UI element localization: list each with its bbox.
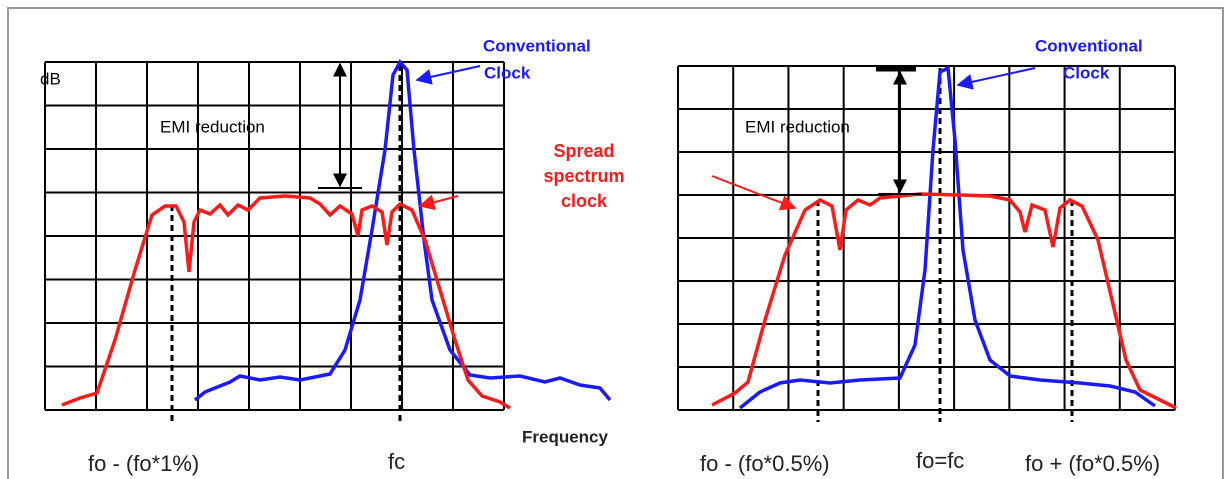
spread-label: spectrum — [543, 166, 624, 186]
frame — [7, 7, 1224, 479]
conventional-label: Conventional — [483, 36, 591, 55]
x-axis-label: Frequency — [522, 427, 609, 446]
callout-arrows — [415, 65, 1036, 211]
conventional-label: Clock — [1063, 63, 1110, 82]
spread-label: Spread — [553, 141, 614, 161]
marker-lines — [170, 65, 1074, 422]
conventional-curve — [738, 65, 1157, 410]
spread-label: clock — [561, 191, 608, 211]
conventional-label: Clock — [484, 63, 531, 82]
spread-curve — [61, 194, 511, 410]
freq-label: fo - (fo*1%) — [88, 451, 199, 476]
spread-curve — [711, 192, 1177, 410]
freq-label: fc — [388, 449, 405, 474]
freq-label: fo=fc — [916, 448, 964, 473]
conventional-curve — [193, 58, 612, 402]
grid-right — [677, 65, 1176, 411]
freq-label: fo - (fo*0.5%) — [700, 451, 830, 476]
emi-arrow — [318, 61, 922, 195]
emi-label: EMI reduction — [160, 117, 265, 136]
y-label: dB — [40, 69, 61, 88]
grid-left — [44, 61, 505, 411]
conventional-label: Conventional — [1035, 36, 1143, 55]
freq-label: fo + (fo*0.5%) — [1025, 451, 1160, 476]
emi-label: EMI reduction — [745, 117, 850, 136]
